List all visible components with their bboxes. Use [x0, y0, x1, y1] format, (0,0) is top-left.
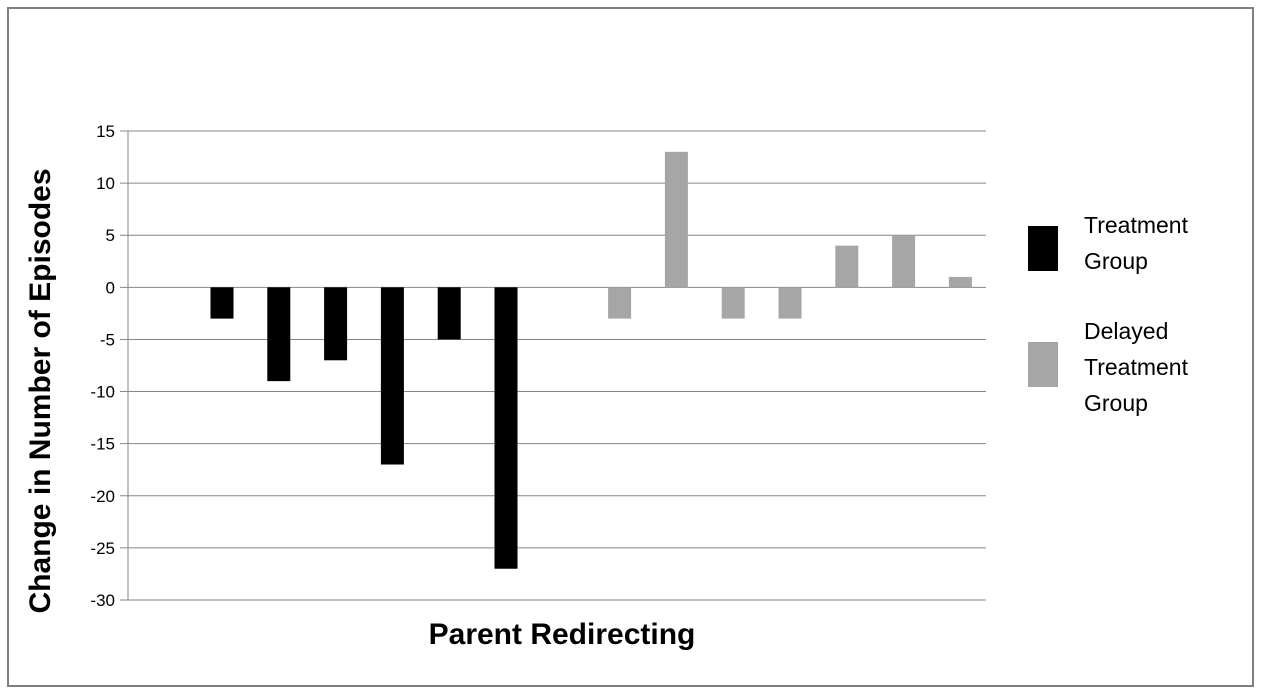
bar-treatment-group	[494, 287, 518, 569]
y-tick-label: -20	[90, 487, 115, 506]
gridlines	[120, 130, 986, 601]
legend-swatch	[1028, 226, 1058, 271]
y-axis-title: Change in Number of Episodes	[24, 168, 57, 613]
x-axis-title: Parent Redirecting	[429, 618, 696, 651]
bar-chart: 15 10 5 0 -5 -10 -15 -20 -25 -30 Parent Redirecti…	[24, 122, 1189, 651]
y-tick-label: -25	[90, 539, 115, 558]
bar-delayed-treatment-group	[778, 287, 802, 319]
bars	[210, 151, 972, 569]
bar-treatment-group	[324, 287, 348, 361]
bar-treatment-group	[210, 287, 234, 319]
legend-label: Delayed	[1084, 318, 1168, 344]
y-tick-label: -10	[90, 383, 115, 402]
bar-treatment-group	[437, 287, 461, 340]
bar-delayed-treatment-group	[835, 245, 859, 288]
y-tick-label: 0	[106, 278, 115, 297]
bar-delayed-treatment-group	[892, 235, 916, 288]
legend-label: Group	[1084, 390, 1148, 416]
y-tick-label: 15	[96, 122, 115, 141]
y-tick-label: 10	[96, 174, 115, 193]
legend-label: Treatment	[1084, 354, 1189, 380]
legend-label: Group	[1084, 248, 1148, 274]
y-tick-label: 5	[106, 226, 115, 245]
bar-treatment-group	[267, 287, 291, 382]
bar-delayed-treatment-group	[948, 276, 972, 288]
bar-treatment-group	[380, 287, 404, 465]
y-tick-label: -15	[90, 435, 115, 454]
bar-delayed-treatment-group	[721, 287, 745, 319]
legend: Treatment Group Delayed Treatment Group	[1028, 212, 1189, 416]
legend-label: Treatment	[1084, 212, 1189, 238]
y-tick-labels: 15 10 5 0 -5 -10 -15 -20 -25 -30	[90, 122, 115, 610]
y-tick-label: -30	[90, 591, 115, 610]
chart-frame: 15 10 5 0 -5 -10 -15 -20 -25 -30 Parent Redirecti…	[7, 7, 1254, 687]
bar-delayed-treatment-group	[664, 151, 688, 288]
y-tick-label: -5	[100, 330, 115, 349]
legend-swatch	[1028, 342, 1058, 387]
bar-delayed-treatment-group	[608, 287, 632, 319]
